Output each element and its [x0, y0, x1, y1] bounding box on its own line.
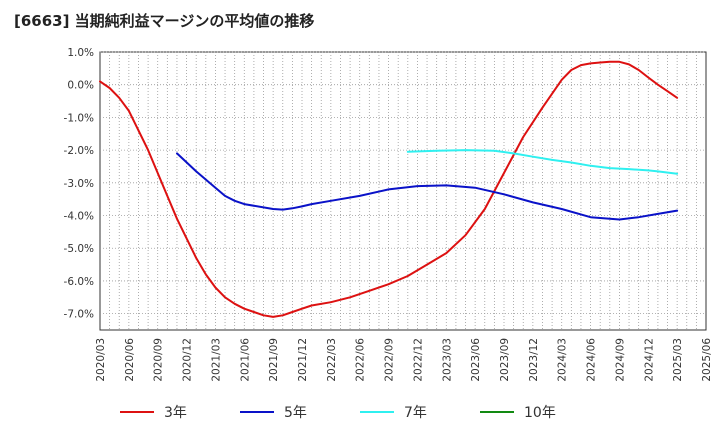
series-line-5年 [176, 152, 679, 221]
line-chart: 1.0% 0.0% -1.0% -2.0% -3.0% -4.0% -5.0% -6.0% -7… [64, 47, 713, 382]
chart-title: [6663] 当期純利益マージンの平均値の推移 [14, 12, 315, 30]
y-tick-label: -6.0% [64, 276, 94, 288]
x-tick-label: 2022/06 [355, 338, 367, 382]
legend-swatch [120, 411, 154, 413]
legend-item: 3年 [120, 402, 240, 422]
y-tick-label: -5.0% [64, 243, 94, 255]
series-line-7年 [406, 149, 679, 175]
x-tick-label: 2021/12 [297, 338, 309, 382]
y-tick-label: -1.0% [64, 112, 94, 124]
legend-swatch [360, 411, 394, 413]
legend-item: 10年 [480, 402, 600, 422]
series-line-3年 [99, 60, 679, 318]
x-tick-label: 2024/03 [557, 338, 569, 382]
legend-label: 7年 [404, 405, 427, 421]
x-tick-label: 2023/06 [470, 338, 482, 382]
y-tick-label: -2.0% [64, 145, 94, 157]
x-tick-label: 2021/06 [239, 338, 251, 382]
y-tick-label: -7.0% [64, 309, 94, 321]
x-tick-label: 2020/09 [153, 338, 165, 382]
legend-label: 3年 [164, 405, 187, 421]
x-tick-label: 2025/06 [701, 338, 713, 382]
x-tick-label: 2024/06 [586, 338, 598, 382]
x-tick-label: 2021/03 [210, 338, 222, 382]
x-tick-label: 2024/09 [614, 338, 626, 382]
x-tick-label: 2020/06 [124, 338, 136, 382]
x-tick-label: 2023/03 [441, 338, 453, 382]
x-tick-label: 2020/12 [182, 338, 194, 382]
x-tick-label: 2023/09 [499, 338, 511, 382]
y-tick-label: 1.0% [67, 47, 94, 59]
y-tick-label: -3.0% [64, 178, 94, 190]
legend-item: 7年 [360, 402, 480, 422]
x-tick-label: 2022/03 [326, 338, 338, 382]
legend-label: 10年 [524, 405, 556, 421]
x-tick-label: 2025/03 [672, 338, 684, 382]
legend-swatch [240, 411, 274, 413]
y-tick-label: 0.0% [67, 80, 94, 92]
chart-legend: 3年 5年 7年 10年 [0, 402, 720, 422]
x-tick-label: 2023/12 [528, 338, 540, 382]
plot-area [99, 51, 707, 331]
x-tick-label: 2024/12 [643, 338, 655, 382]
x-tick-label: 2020/03 [95, 338, 107, 382]
legend-item: 5年 [240, 402, 360, 422]
y-tick-label: -4.0% [64, 211, 94, 223]
legend-swatch [480, 411, 514, 413]
x-tick-label: 2022/12 [412, 338, 424, 382]
x-tick-label: 2022/09 [384, 338, 396, 382]
legend-label: 5年 [284, 405, 307, 421]
x-tick-label: 2021/09 [268, 338, 280, 382]
